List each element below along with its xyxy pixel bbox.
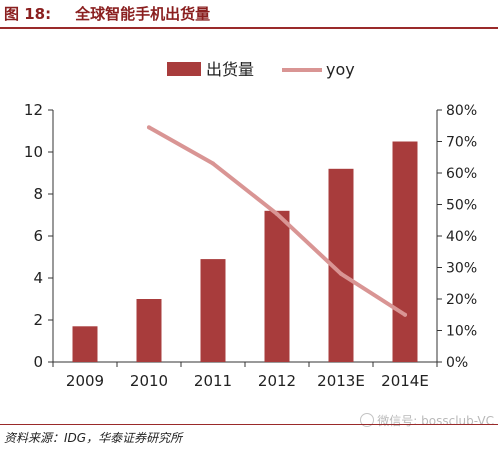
- y-tick-label-right: 60%: [446, 166, 477, 182]
- x-tick-label: 2010: [130, 372, 168, 390]
- y-tick-label-left: 6: [33, 227, 43, 245]
- y-tick-label-right: 80%: [446, 103, 477, 119]
- x-tick-label: 2014E: [381, 372, 429, 390]
- y-tick-label-left: 0: [33, 353, 43, 371]
- x-tick-label: 2011: [194, 372, 232, 390]
- legend-swatch-bar: [167, 62, 201, 76]
- point-yoy: [211, 161, 215, 166]
- legend-label-line: yoy: [326, 60, 355, 79]
- bar-shipments: [136, 299, 162, 362]
- point-yoy: [403, 312, 407, 317]
- figure-header: 图 18: 全球智能手机出货量: [0, 0, 498, 30]
- point-yoy: [275, 211, 279, 216]
- y-tick-label-right: 30%: [446, 261, 477, 277]
- y-tick-label-left: 10: [24, 143, 43, 161]
- source-note: 资料来源：IDG，华泰证券研究所: [4, 431, 183, 445]
- y-tick-label-left: 8: [33, 185, 43, 203]
- y-tick-label-right: 10%: [446, 324, 477, 340]
- bar-shipments: [200, 259, 226, 362]
- wechat-icon: [360, 413, 375, 427]
- point-yoy: [147, 125, 151, 130]
- y-tick-label-right: 70%: [446, 135, 477, 151]
- y-tick-label-right: 0%: [446, 355, 468, 371]
- x-tick-label: 2012: [258, 372, 296, 390]
- figure-title-text: 全球智能手机出货量: [75, 5, 211, 23]
- y-tick-label-left: 2: [33, 311, 43, 329]
- x-tick-label: 2013E: [317, 372, 365, 390]
- bar-shipments: [392, 141, 418, 362]
- y-tick-label-right: 50%: [446, 198, 477, 214]
- watermark-text: 微信号: bossclub-VC: [377, 414, 494, 428]
- chart: 0 2 4 6 8 10 12 0% 10% 20% 30% 40% 50% 60% 70% 80% 2009 2…: [24, 60, 477, 390]
- bar-shipments: [264, 210, 290, 362]
- point-yoy: [339, 271, 343, 276]
- bottom-rule: [0, 424, 498, 425]
- title-rule: [0, 27, 498, 29]
- y-tick-label-left: 12: [24, 101, 43, 119]
- x-tick-label: 2009: [66, 372, 104, 390]
- y-tick-label-right: 20%: [446, 292, 477, 308]
- figure-number: 图 18:: [4, 5, 52, 23]
- watermark: 微信号: bossclub-VC: [360, 412, 494, 429]
- bar-shipments: [72, 326, 98, 362]
- figure-title: 图 18: 全球智能手机出货量: [4, 3, 210, 24]
- y-tick-label-right: 40%: [446, 229, 477, 245]
- legend-label-bar: 出货量: [206, 60, 254, 79]
- y-tick-label-left: 4: [33, 269, 43, 287]
